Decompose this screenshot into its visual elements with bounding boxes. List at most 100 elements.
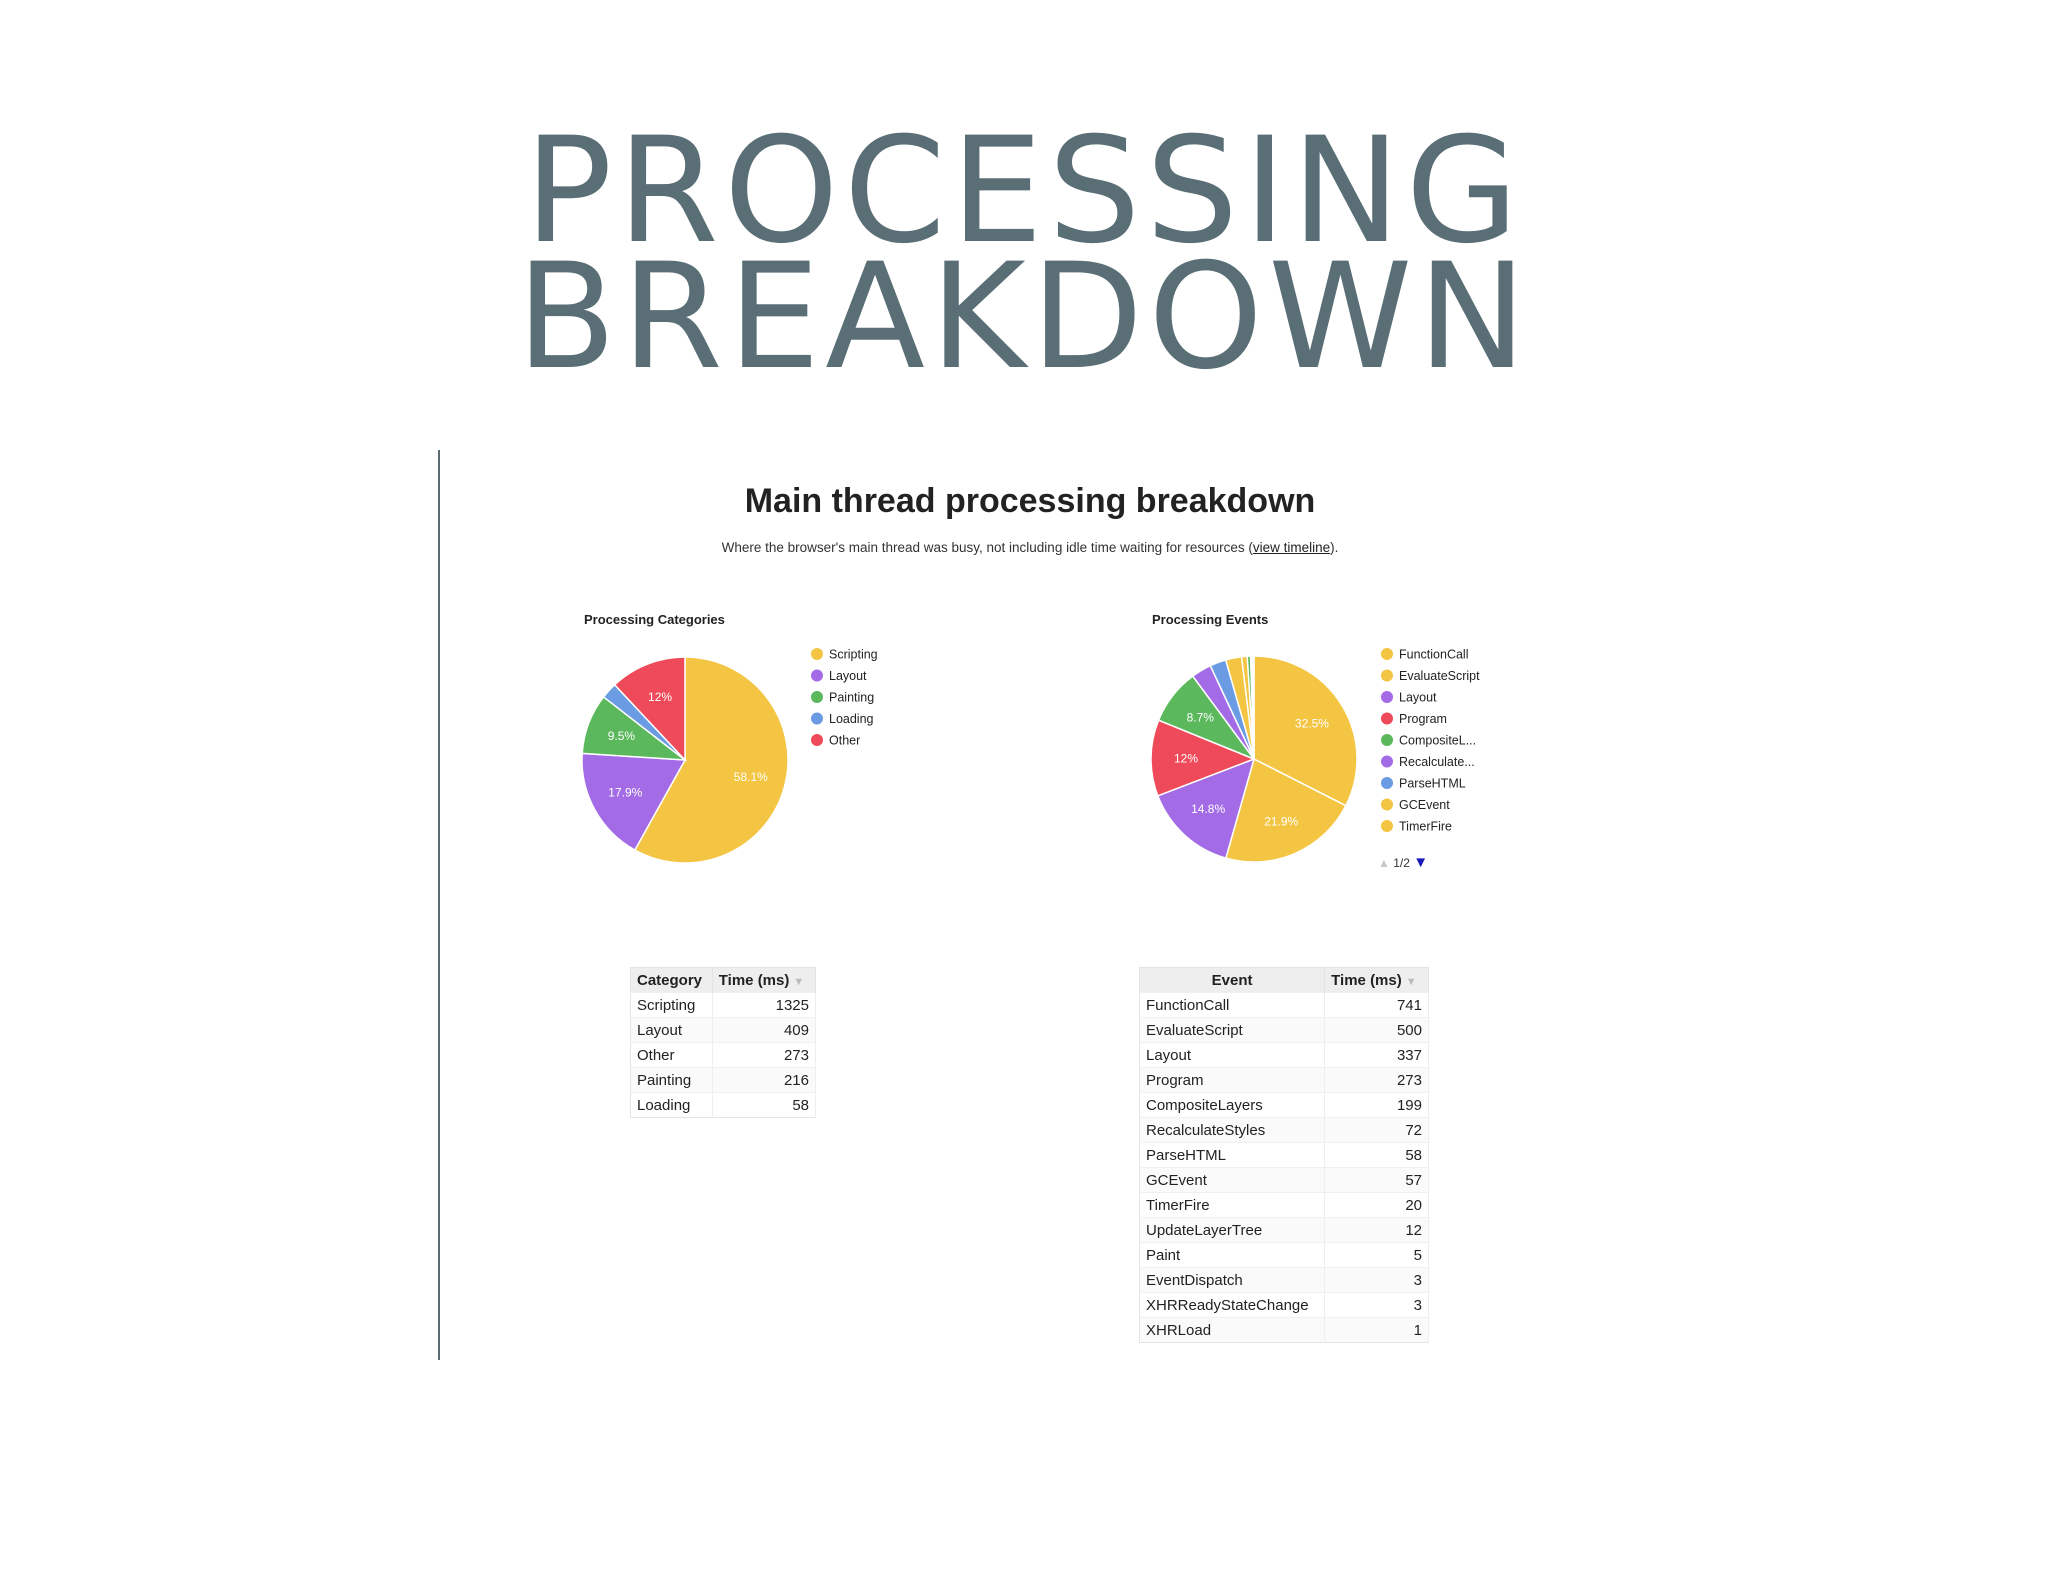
table-row[interactable]: XHRLoad 1 [1139,1317,1429,1343]
pie-slice[interactable] [1253,655,1358,807]
row-value: 58 [1324,1142,1429,1168]
categories-table: Category Time (ms) ▼ Scripting 1325 Layout 4… [630,967,817,1118]
subtext-after: ). [1330,540,1339,555]
slide-title-line-2: BREAKDOWN [516,232,1532,402]
legend-label: CompositeL... [1399,734,1476,748]
report-heading: Main thread processing breakdown [744,482,1316,520]
row-label: ParseHTML [1139,1142,1326,1168]
legend-label: Painting [829,691,874,705]
legend-swatch [1381,648,1393,660]
row-label: TimerFire [1139,1192,1326,1218]
pie-slice[interactable] [613,656,686,762]
legend-label: Program [1399,712,1447,726]
row-value: 20 [1324,1192,1429,1218]
row-label: Paint [1139,1242,1326,1268]
table-row[interactable]: CompositeLayers 199 [1139,1092,1429,1118]
row-value: 741 [1324,992,1429,1018]
legend-swatch [811,691,823,703]
row-label: Scripting [630,992,713,1018]
table-row[interactable]: XHRReadyStateChange 3 [1139,1292,1429,1318]
pie-slice[interactable] [1156,757,1256,860]
report-subtext: Where the browser's main thread was busy… [560,540,1500,555]
row-value: 58 [712,1092,817,1118]
row-label: CompositeLayers [1139,1092,1326,1118]
pie-slice[interactable] [581,752,687,852]
legend-swatch [1381,820,1393,832]
legend-swatch [1381,798,1393,811]
row-value: 216 [712,1067,817,1093]
table-row[interactable]: Layout 337 [1139,1042,1429,1068]
row-value: 3 [1324,1292,1429,1318]
legend-swatch [811,734,823,746]
pie-slice[interactable] [1150,719,1257,797]
slide-title: PROCESSING BREAKDOWN [0,118,2048,402]
table-row[interactable]: FunctionCall 741 [1139,992,1429,1018]
legend-prev-page-icon[interactable]: ▲ [1378,856,1390,870]
legend-swatch [811,648,823,660]
row-label: EventDispatch [1139,1267,1326,1293]
row-label: FunctionCall [1139,992,1326,1018]
slice-percent-label: 12% [1174,751,1198,765]
table-row[interactable]: Painting 216 [630,1067,817,1093]
table-row[interactable]: Other 273 [630,1042,817,1068]
legend-swatch [1381,755,1393,768]
table-row[interactable]: Program 273 [1139,1067,1429,1093]
categories-chart-title: Processing Categories [584,612,725,627]
table-row[interactable]: Loading 58 [630,1092,817,1118]
categories-pie-chart: 58.1% 17.9% 9.5% 12% Scripting Layout Painting… [581,648,878,864]
legend-label: Layout [829,669,867,683]
row-label: Loading [630,1092,713,1118]
legend-swatch [1381,777,1393,789]
slice-percent-label: 21.9% [1264,814,1298,828]
legend-swatch [811,712,823,725]
legend-label: GCEvent [1399,798,1450,812]
col-header-event[interactable]: Event [1139,967,1326,993]
row-label: Painting [630,1067,713,1093]
col-header-time[interactable]: Time (ms) ▼ [712,967,817,993]
row-label: EvaluateScript [1139,1017,1326,1043]
col-header-category[interactable]: Category [630,967,713,993]
subtext-before: Where the browser's main thread was busy… [721,540,1253,555]
row-label: XHRLoad [1139,1317,1326,1343]
legend-pager: ▲ 1/2 ▼ [1378,854,1428,871]
view-timeline-link[interactable]: view timeline [1252,540,1331,555]
legend-label: ParseHTML [1399,777,1466,791]
table-row[interactable]: Paint 5 [1139,1242,1429,1268]
row-value: 57 [1324,1167,1429,1193]
table-row[interactable]: EventDispatch 3 [1139,1267,1429,1293]
row-label: XHRReadyStateChange [1139,1292,1326,1318]
sort-desc-icon: ▼ [1405,975,1417,988]
pie-slice[interactable] [1224,757,1347,863]
legend-label: Layout [1399,691,1437,705]
legend-label: TimerFire [1399,820,1452,834]
table-row[interactable]: EvaluateScript 500 [1139,1017,1429,1043]
table-row[interactable]: Scripting 1325 [630,992,817,1018]
legend-next-page-icon[interactable]: ▼ [1413,854,1429,871]
legend-label: Scripting [829,648,878,662]
sort-desc-icon: ▼ [793,975,805,988]
row-value: 72 [1324,1117,1429,1143]
pie-slice[interactable] [633,656,789,864]
table-row[interactable]: GCEvent 57 [1139,1167,1429,1193]
row-value: 273 [712,1042,817,1068]
table-row[interactable]: RecalculateStyles 72 [1139,1117,1429,1143]
legend-label: Other [829,734,860,748]
row-value: 273 [1324,1067,1429,1093]
legend-label: Loading [829,712,874,726]
legend-swatch [1381,669,1393,682]
row-value: 337 [1324,1042,1429,1068]
row-value: 199 [1324,1092,1429,1118]
legend-label: Recalculate... [1399,755,1475,769]
slice-percent-label: 12% [648,690,672,704]
legend-swatch [811,669,823,682]
row-value: 500 [1324,1017,1429,1043]
row-value: 12 [1324,1217,1429,1243]
col-header-time[interactable]: Time (ms) ▼ [1324,967,1429,993]
table-row[interactable]: ParseHTML 58 [1139,1142,1429,1168]
row-label: RecalculateStyles [1139,1117,1326,1143]
table-row[interactable]: TimerFire 20 [1139,1192,1429,1218]
slice-percent-label: 32.5% [1295,716,1329,730]
table-row[interactable]: UpdateLayerTree 12 [1139,1217,1429,1243]
table-row[interactable]: Layout 409 [630,1017,817,1043]
slice-percent-label: 17.9% [608,786,642,800]
